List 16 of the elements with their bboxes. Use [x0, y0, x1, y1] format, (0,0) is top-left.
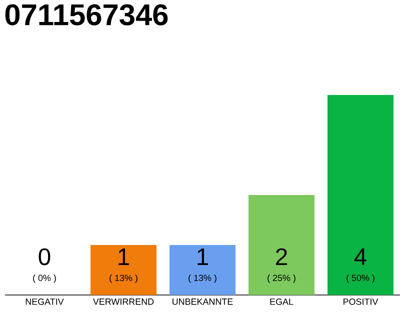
- x-tick-label: UNBEKANNTE: [172, 298, 233, 305]
- chart-title: 0711567346: [5, 4, 168, 26]
- annotation: ( 13% ): [110, 274, 138, 283]
- annotation: ( 0% ): [33, 274, 56, 283]
- data-label: 1: [118, 248, 129, 265]
- annotation: ( 13% ): [188, 274, 216, 283]
- data-label: 2: [276, 248, 287, 265]
- x-tick-label: NEGATIV: [26, 298, 64, 305]
- annotation: ( 25% ): [268, 274, 296, 283]
- annotation: ( 50% ): [346, 274, 374, 283]
- data-label: 1: [198, 248, 208, 265]
- data-label: 0: [38, 248, 50, 266]
- x-tick-label: VERWIRREND: [92, 298, 154, 305]
- x-tick-label: EGAL: [270, 298, 294, 305]
- data-label: 4: [354, 248, 366, 265]
- x-tick-label: POSITIV: [344, 298, 378, 305]
